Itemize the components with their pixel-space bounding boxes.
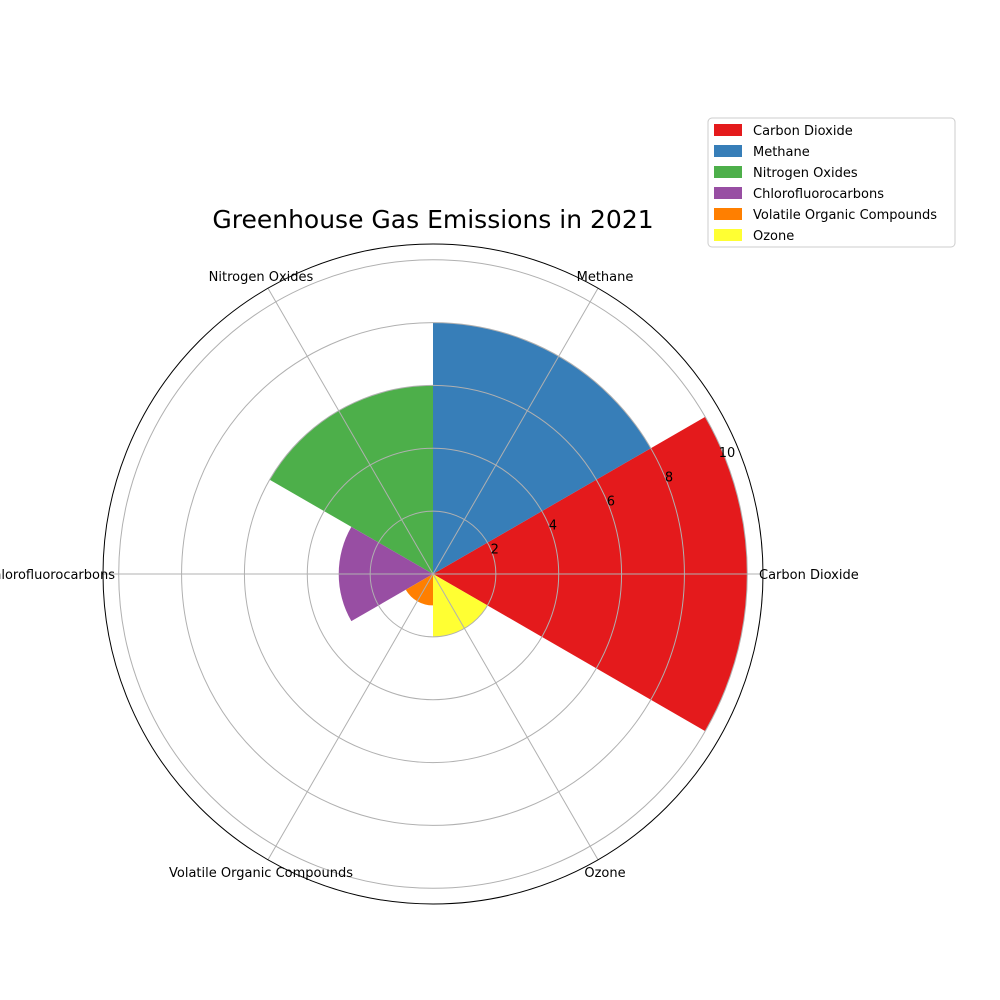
polar-frame	[102, 243, 764, 905]
bar-nitrogen-oxides	[269, 385, 433, 574]
category-label-carbon-dioxide: Carbon Dioxide	[759, 568, 859, 583]
radial-tick-label-6: 6	[607, 494, 615, 509]
bar-ozone	[433, 574, 488, 637]
radial-tick-label-8: 8	[665, 470, 673, 485]
grid-layer	[102, 243, 764, 905]
legend-label-volatile-organic-compounds: Volatile Organic Compounds	[753, 208, 937, 223]
legend-label-methane: Methane	[753, 145, 810, 160]
radial-tick-label-10: 10	[719, 446, 736, 461]
legend-label-ozone: Ozone	[753, 229, 794, 244]
legend-label-chlorofluorocarbons: Chlorofluorocarbons	[753, 187, 884, 202]
radial-tick-label-2: 2	[491, 542, 499, 557]
legend-swatch-carbon-dioxide	[714, 124, 742, 136]
bar-volatile-organic-compounds	[405, 574, 433, 606]
spoke-volatile-organic-compounds	[267, 573, 434, 861]
category-label-volatile-organic-compounds: Volatile Organic Compounds	[169, 866, 353, 881]
spoke-ozone	[432, 573, 599, 861]
bars-layer	[269, 322, 748, 732]
category-label-ozone: Ozone	[584, 866, 625, 881]
category-label-nitrogen-oxides: Nitrogen Oxides	[209, 270, 314, 285]
legend-swatch-methane	[714, 145, 742, 157]
legend-frame	[707, 117, 956, 248]
legend-swatch-ozone	[714, 229, 742, 241]
labels-layer: Carbon Dioxide Methane Nitrogen Oxides Chlo…	[0, 270, 859, 881]
spoke-methane	[432, 287, 599, 575]
legend-label-nitrogen-oxides: Nitrogen Oxides	[753, 166, 858, 181]
radial-tick-label-4: 4	[549, 518, 557, 533]
legend-swatch-chlorofluorocarbons	[714, 187, 742, 199]
category-label-methane: Methane	[577, 270, 634, 285]
legend-label-carbon-dioxide: Carbon Dioxide	[753, 124, 853, 139]
legend: Carbon Dioxide Methane Nitrogen Oxides Chlo…	[707, 117, 956, 248]
legend-swatch-volatile-organic-compounds	[714, 208, 742, 220]
category-label-chlorofluorocarbons: Chlorofluorocarbons	[0, 568, 115, 583]
spoke-nitrogen-oxides	[267, 287, 434, 575]
chart-title: Greenhouse Gas Emissions in 2021	[212, 205, 653, 234]
legend-swatch-nitrogen-oxides	[714, 166, 742, 178]
bar-methane	[433, 322, 651, 574]
